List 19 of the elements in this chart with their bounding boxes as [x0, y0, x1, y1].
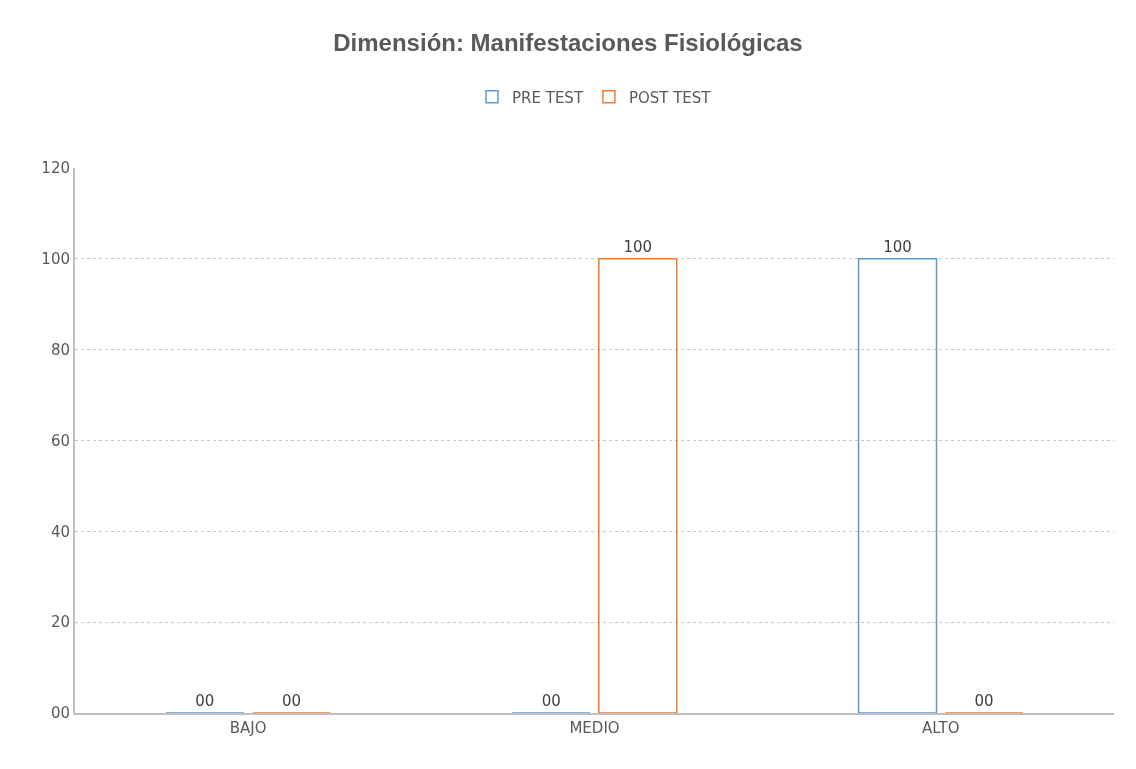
x-tick-label: MEDIO — [569, 719, 620, 737]
y-tick-label: 00 — [50, 704, 70, 723]
data-label: 100 — [883, 237, 912, 256]
data-label: 00 — [195, 692, 215, 710]
x-tick-label: BAJO — [229, 719, 267, 737]
data-label: 00 — [281, 692, 302, 710]
x-tick-label: ALTO — [922, 719, 960, 737]
y-tick-label: 80 — [50, 340, 70, 359]
data-label: 00 — [541, 692, 561, 710]
y-tick-label: 40 — [50, 522, 70, 541]
data-label: 100 — [623, 237, 653, 256]
chart-title: Dimensión: Manifestaciones Fisiológicas — [333, 29, 803, 57]
legend-label: PRE TEST — [512, 88, 584, 107]
y-tick-label: 100 — [41, 250, 70, 269]
y-tick-label: 60 — [50, 431, 70, 450]
y-tick-label: 120 — [41, 159, 70, 178]
legend-label: POST TEST — [628, 88, 712, 107]
y-tick-label: 20 — [50, 613, 70, 632]
data-label: 00 — [974, 692, 994, 710]
